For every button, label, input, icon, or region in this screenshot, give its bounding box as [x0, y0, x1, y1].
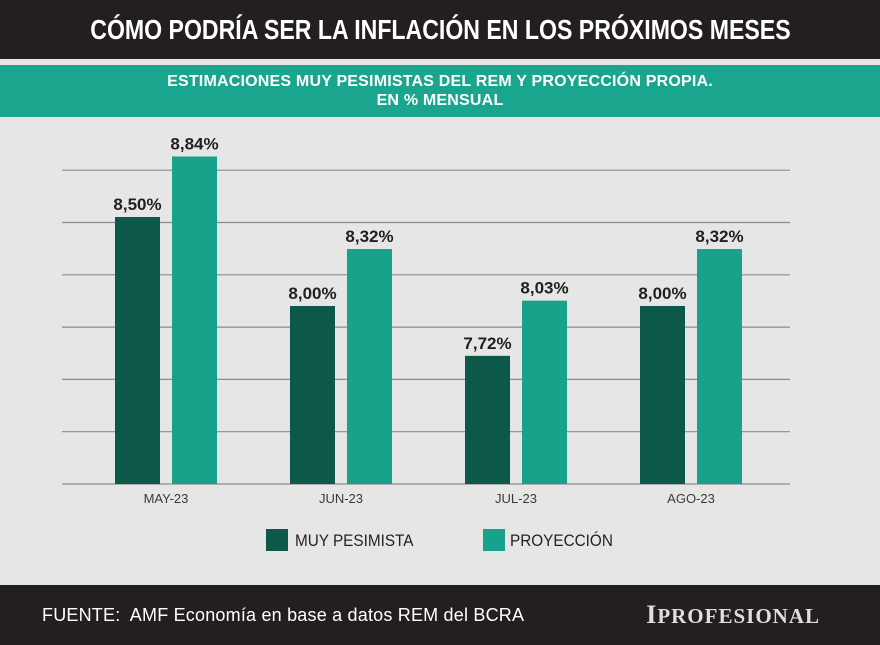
subtitle-bar: ESTIMACIONES MUY PESIMISTAS DEL REM Y PR…	[0, 65, 880, 117]
x-axis-labels: MAY-23 JUN-23 JUL-23 AGO-23	[144, 491, 715, 506]
bar-muy-pesimista-jun-23	[290, 306, 335, 484]
legend-label-proyeccion: PROYECCIÓN	[510, 531, 613, 550]
bar-muy-pesimista-jul-23	[465, 355, 510, 484]
legend-swatch-muy-pesimista	[266, 529, 288, 551]
bar-proyeccion-may-23	[172, 156, 217, 485]
bar-proyeccion-jun-23	[347, 249, 392, 484]
bars	[115, 156, 742, 485]
value-label-proyeccion-ago-23: 8,32%	[695, 227, 743, 246]
value-labels: 8,50% 8,84% 8,00% 8,32% 7,72% 8,03% 8,00% 8,32%	[113, 134, 743, 352]
source-note: FUENTE: AMF Economía en base a datos REM…	[42, 605, 525, 625]
x-tick-label-may-23: MAY-23	[144, 491, 189, 506]
value-label-muy-pesimista-ago-23: 8,00%	[638, 284, 686, 303]
bar-muy-pesimista-ago-23	[640, 306, 685, 484]
bar-muy-pesimista-may-23	[115, 217, 160, 484]
bar-proyeccion-jul-23	[522, 300, 567, 484]
bar-proyeccion-ago-23	[697, 249, 742, 484]
title-bar: CÓMO PODRÍA SER LA INFLACIÓN EN LOS PRÓX…	[0, 0, 880, 59]
footer: FUENTE: AMF Economía en base a datos REM…	[0, 585, 880, 645]
chart-subtitle: ESTIMACIONES MUY PESIMISTAS DEL REM Y PR…	[167, 73, 713, 90]
value-label-muy-pesimista-may-23: 8,50%	[113, 195, 161, 214]
x-tick-label-jun-23: JUN-23	[319, 491, 363, 506]
value-label-muy-pesimista-jul-23: 7,72%	[463, 334, 511, 353]
value-label-proyeccion-jul-23: 8,03%	[520, 279, 568, 298]
x-tick-label-jul-23: JUL-23	[495, 491, 537, 506]
brand-logo: IPROFESIONAL	[646, 600, 820, 629]
value-label-proyeccion-may-23: 8,84%	[170, 134, 218, 153]
chart-unit-label: EN % MENSUAL	[376, 92, 504, 109]
value-label-muy-pesimista-jun-23: 8,00%	[288, 284, 336, 303]
bar-chart: 8,50% 8,84% 8,00% 8,32% 7,72% 8,03% 8,00% 8,32%…	[62, 134, 790, 506]
chart-title: CÓMO PODRÍA SER LA INFLACIÓN EN LOS PRÓX…	[89, 13, 791, 45]
x-tick-label-ago-23: AGO-23	[667, 491, 715, 506]
legend-label-muy-pesimista: MUY PESIMISTA	[295, 531, 414, 550]
legend-swatch-proyeccion	[483, 529, 505, 551]
value-label-proyeccion-jun-23: 8,32%	[345, 227, 393, 246]
